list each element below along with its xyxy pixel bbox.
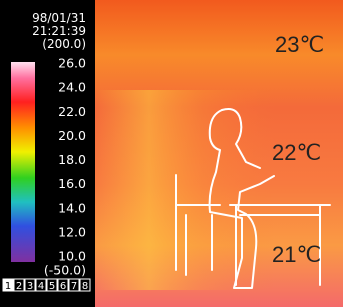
temperature-annotation: 22℃ [272, 140, 321, 165]
time: 21:21:39 [32, 24, 86, 38]
channel-number: 6 [60, 281, 66, 292]
date: 98/01/31 [32, 11, 86, 25]
range-bottom: (-50.0) [44, 263, 86, 278]
channel-number: 4 [38, 281, 44, 292]
scale-label: 22.0 [58, 104, 86, 119]
channel-number: 8 [82, 281, 88, 292]
channel-number: 7 [71, 281, 77, 292]
thermal-screenshot: 23℃ 22℃ 21℃ 98/01/31 21:21:39 (200.0) 26… [0, 0, 343, 307]
scale-label: 18.0 [58, 152, 86, 167]
channel-number: 2 [16, 281, 22, 292]
scale-label: 10.0 [58, 249, 86, 264]
scale-labels: 26.0 24.0 22.0 20.0 18.0 16.0 14.0 12.0 10.0 [58, 56, 86, 264]
color-scale [11, 62, 35, 262]
scale-label: 26.0 [58, 56, 86, 71]
scale-label: 20.0 [58, 128, 86, 143]
temperature-annotation: 21℃ [272, 242, 321, 267]
channel-number: 3 [27, 281, 33, 292]
scale-label: 12.0 [58, 224, 86, 239]
scale-label: 24.0 [58, 80, 86, 95]
channel-number: 5 [49, 281, 55, 292]
temperature-annotation: 23℃ [275, 32, 324, 57]
scale-label: 16.0 [58, 176, 86, 191]
scale-label: 14.0 [58, 200, 86, 215]
range-top: (200.0) [42, 37, 86, 51]
channel-number: 1 [5, 281, 11, 292]
